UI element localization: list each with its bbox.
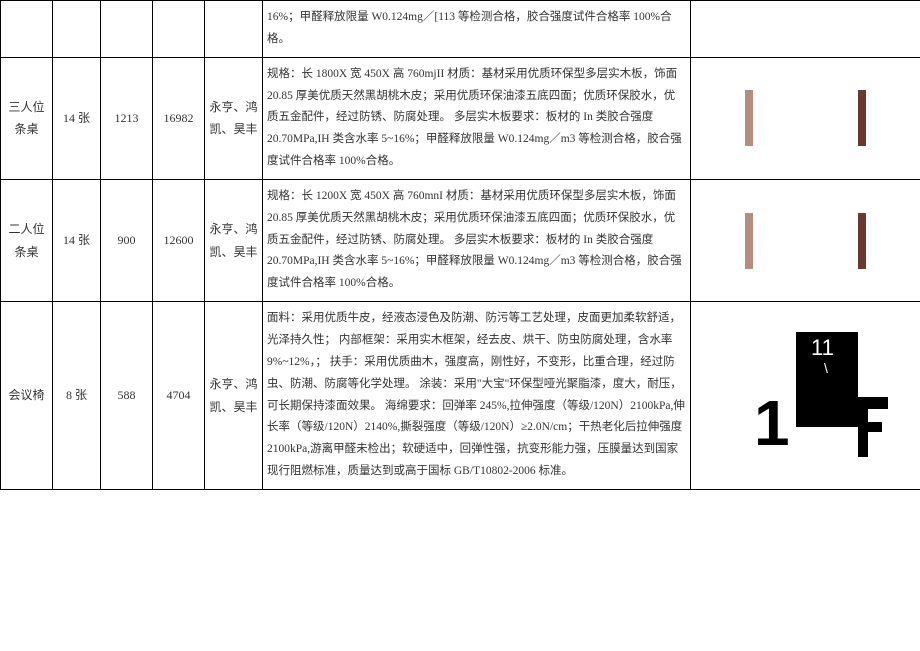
table-row: 三人位条桌 14 张 1213 16982 永亨、鸿凯、昊丰 规格：长 1800… — [1, 57, 920, 179]
svg-text:11: 11 — [811, 335, 834, 360]
cell-qty: 14 张 — [53, 179, 101, 301]
cell-image: 11 \ 1 — [691, 302, 920, 490]
cell-name: 三人位条桌 — [1, 57, 53, 179]
cell-brand: 永亨、鸿凯、昊丰 — [205, 302, 263, 490]
cell-brand — [205, 1, 263, 58]
cell-price: 900 — [101, 179, 153, 301]
cell-brand: 永亨、鸿凯、昊丰 — [205, 179, 263, 301]
cell-image — [691, 1, 920, 58]
cell-desc: 面料：采用优质牛皮，经液态浸色及防潮、防污等工艺处理，皮面更加柔软舒适，光泽持久… — [263, 302, 691, 490]
cell-name: 二人位条桌 — [1, 179, 53, 301]
cell-image — [691, 179, 920, 301]
table-row: 16%；甲醛释放限量 W0.124mg／[113 等检测合格，胶合强度试件合格率… — [1, 1, 920, 58]
table-legs-icon — [693, 206, 918, 276]
table-legs-icon — [693, 83, 918, 153]
cell-image — [691, 57, 920, 179]
cell-total: 16982 — [153, 57, 205, 179]
furniture-table: 16%；甲醛释放限量 W0.124mg／[113 等检测合格，胶合强度试件合格率… — [0, 0, 920, 490]
cell-total — [153, 1, 205, 58]
cell-qty: 14 张 — [53, 57, 101, 179]
cell-price — [101, 1, 153, 58]
cell-total: 4704 — [153, 302, 205, 490]
cell-price: 1213 — [101, 57, 153, 179]
svg-text:\: \ — [824, 360, 828, 376]
table-row: 二人位条桌 14 张 900 12600 永亨、鸿凯、昊丰 规格：长 1200X… — [1, 179, 920, 301]
cell-qty — [53, 1, 101, 58]
svg-text:1: 1 — [754, 387, 790, 459]
cell-name: 会议椅 — [1, 302, 53, 490]
cell-desc: 规格：长 1800X 宽 450X 高 760mjII 材质：基材采用优质环保型… — [263, 57, 691, 179]
cell-total: 12600 — [153, 179, 205, 301]
cell-desc: 16%；甲醛释放限量 W0.124mg／[113 等检测合格，胶合强度试件合格率… — [263, 1, 691, 58]
table-row: 会议椅 8 张 588 4704 永亨、鸿凯、昊丰 面料：采用优质牛皮，经液态浸… — [1, 302, 920, 490]
cell-name — [1, 1, 53, 58]
cell-brand: 永亨、鸿凯、昊丰 — [205, 57, 263, 179]
cell-desc: 规格：长 1200X 宽 450X 高 760mnI 材质：基材采用优质环保型多… — [263, 179, 691, 301]
cell-price: 588 — [101, 302, 153, 490]
cell-qty: 8 张 — [53, 302, 101, 490]
chair-icon: 11 \ 1 — [716, 317, 896, 467]
